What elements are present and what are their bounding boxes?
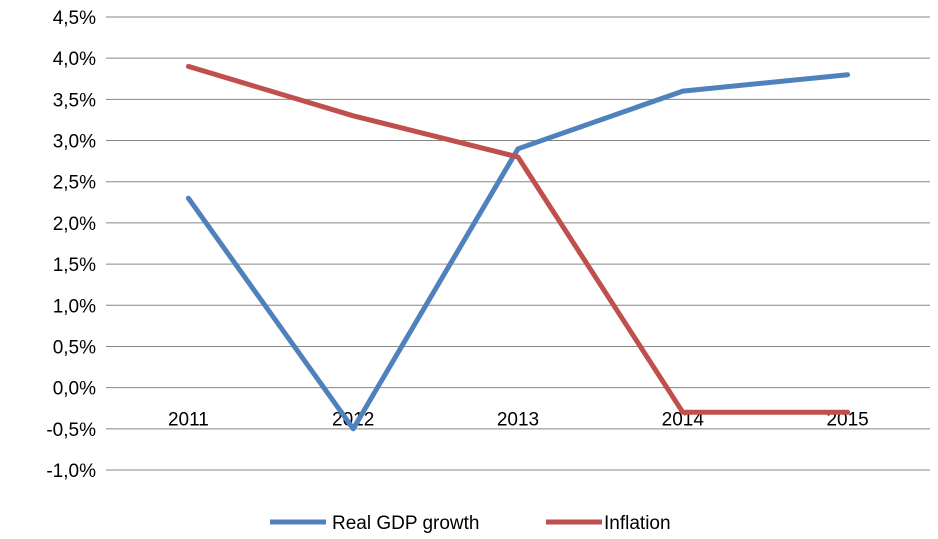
- y-tick-label: 4,5%: [53, 8, 96, 29]
- legend: Real GDP growth Inflation: [270, 513, 671, 534]
- x-tick-label: 2013: [497, 410, 539, 431]
- series-lines: [185, 63, 851, 432]
- y-tick-label: 1,0%: [53, 296, 96, 317]
- y-tick-label: 3,5%: [53, 90, 96, 111]
- y-tick-label: 3,0%: [53, 132, 96, 153]
- x-tick-label: 2014: [662, 410, 705, 431]
- x-tick-label: 2011: [168, 410, 209, 431]
- legend-label: Real GDP growth: [332, 513, 480, 534]
- y-tick-label: 1,5%: [53, 255, 96, 276]
- y-tick-label: 4,0%: [53, 49, 96, 70]
- y-tick-label: 2,5%: [53, 173, 96, 194]
- x-tick-label: 2015: [826, 410, 868, 431]
- y-tick-label: 2,0%: [53, 214, 96, 235]
- series-line-real-gdp-growth: [185, 72, 851, 432]
- y-tick-label: 0,5%: [53, 337, 96, 358]
- x-axis-tick-labels: 2011 2012 2013 2014 2015: [168, 410, 869, 431]
- y-tick-label: -0,5%: [46, 420, 96, 441]
- y-axis-tick-labels: 4,5% 4,0% 3,5% 3,0% 2,5% 2,0% 1,5% 1,0% 0,5% 0,0%…: [46, 8, 96, 482]
- y-tick-label: -1,0%: [46, 461, 96, 482]
- gridlines: [106, 16, 930, 471]
- legend-label: Inflation: [604, 513, 671, 534]
- y-tick-label: 0,0%: [53, 379, 96, 400]
- series-line-inflation: [185, 63, 851, 415]
